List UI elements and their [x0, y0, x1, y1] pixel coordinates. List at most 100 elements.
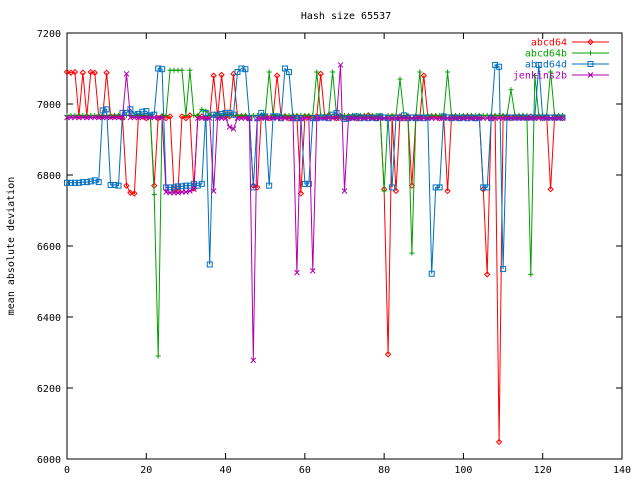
data-point-abcd64d: [186, 182, 193, 189]
data-point-jenkins2b: [159, 114, 165, 121]
data-point-abcd64d: [416, 114, 423, 121]
data-point-abcd64d: [559, 114, 566, 121]
data-point-abcd64d: [329, 111, 336, 118]
y-axis: 6000 6200 6400 6600 6800 7000 7200: [37, 29, 622, 466]
data-point-abcd64b: [532, 73, 538, 79]
data-point-abcd64b: [199, 106, 205, 112]
data-point-abcd64: [79, 69, 87, 76]
data-point-abcd64d: [222, 109, 229, 116]
data-point-abcd64d: [64, 179, 70, 186]
data-point-abcd64d: [547, 114, 554, 121]
data-point-abcd64b: [548, 69, 554, 75]
data-point-jenkins2b: [559, 115, 566, 122]
data-point-jenkins2b: [250, 357, 257, 364]
data-point-abcd64d: [309, 115, 316, 122]
data-point-abcd64d: [155, 65, 162, 72]
data-point-abcd64d: [555, 114, 562, 121]
data-point-abcd64d: [432, 184, 439, 191]
data-point-abcd64d: [139, 108, 146, 115]
data-point-abcd64d: [527, 114, 534, 121]
data-point-abcd64d: [393, 114, 400, 121]
data-point-abcd64d: [83, 179, 90, 186]
data-point-abcd64d: [301, 180, 308, 187]
x-axis: 0 20 40 60 80 100 120 140: [64, 33, 631, 476]
data-point-jenkins2b: [119, 114, 126, 121]
x-tick-label: 80: [378, 465, 390, 476]
legend-label-abcd64d: abcd64d: [525, 60, 567, 71]
data-point-abcd64d: [436, 184, 443, 191]
x-tick-label: 60: [299, 465, 311, 476]
data-point-abcd64d: [266, 182, 273, 189]
data-point-jenkins2b: [123, 70, 130, 77]
data-point-jenkins2b: [337, 62, 344, 68]
series-abcd64: [63, 68, 566, 446]
x-tick-label: 140: [613, 465, 631, 476]
legend-marker-abcd64b: [588, 50, 593, 56]
legend-label-abcd64: abcd64: [531, 38, 567, 49]
data-point-abcd64: [123, 182, 130, 189]
data-point-abcd64b: [151, 192, 157, 198]
data-point-abcd64b: [381, 188, 387, 194]
data-point-abcd64d: [175, 183, 181, 190]
data-point-jenkins2b: [341, 188, 348, 194]
y-tick-label: 7200: [37, 29, 61, 40]
data-point-abcd64d: [484, 184, 491, 191]
data-point-abcd64d: [523, 114, 530, 121]
data-point-abcd64b: [183, 112, 189, 118]
data-point-abcd64d: [460, 114, 467, 121]
data-point-abcd64d: [492, 61, 499, 68]
data-point-abcd64: [186, 112, 194, 119]
data-point-jenkins2b: [191, 186, 197, 193]
data-point-abcd64d: [71, 179, 78, 186]
data-point-abcd64d: [408, 114, 415, 121]
data-point-abcd64: [71, 68, 79, 76]
data-point-abcd64b: [397, 76, 403, 82]
plot-border: [66, 32, 623, 460]
data-point-abcd64d: [535, 61, 542, 68]
data-point-abcd64d: [99, 107, 106, 114]
data-point-abcd64d: [282, 65, 289, 72]
data-point-abcd64d: [167, 184, 174, 191]
data-point-abcd64b: [266, 69, 272, 75]
data-point-abcd64b: [409, 250, 415, 256]
data-point-jenkins2b: [290, 115, 296, 122]
data-point-abcd64d: [508, 114, 514, 121]
data-point-abcd64: [444, 187, 451, 195]
y-tick-label: 6400: [37, 313, 61, 324]
data-point-abcd64d: [123, 109, 130, 116]
data-point-abcd64d: [210, 111, 217, 118]
data-point-abcd64d: [293, 115, 300, 122]
data-point-abcd64b: [314, 69, 320, 75]
data-point-abcd64d: [321, 114, 328, 121]
series-layer: [63, 61, 566, 446]
data-point-abcd64: [131, 190, 138, 197]
data-point-abcd64: [484, 271, 491, 278]
data-point-abcd64d: [87, 178, 94, 185]
data-point-abcd64d: [115, 182, 122, 189]
data-point-jenkins2b: [230, 125, 237, 132]
data-point-abcd64d: [178, 183, 185, 190]
y-tick-label: 6000: [37, 455, 61, 466]
data-point-abcd64b: [445, 69, 451, 75]
data-point-abcd64d: [424, 114, 431, 121]
series-abcd64d: [64, 61, 566, 277]
data-point-jenkins2b: [294, 269, 300, 276]
data-point-abcd64d: [107, 181, 114, 188]
x-tick-label: 120: [534, 465, 552, 476]
data-point-abcd64d: [551, 114, 558, 121]
data-point-abcd64: [547, 185, 554, 193]
series-line-abcd64: [66, 71, 563, 443]
data-point-abcd64b: [528, 271, 534, 277]
data-point-abcd64d: [182, 182, 189, 189]
data-point-abcd64d: [234, 69, 241, 76]
data-point-abcd64: [384, 351, 392, 358]
data-point-abcd64b: [187, 67, 193, 73]
data-point-abcd64: [91, 69, 98, 76]
data-point-jenkins2b: [187, 188, 193, 194]
data-point-abcd64d: [496, 63, 503, 70]
data-point-abcd64d: [337, 114, 344, 121]
data-point-abcd64: [127, 189, 134, 196]
x-tick-label: 100: [454, 465, 472, 476]
